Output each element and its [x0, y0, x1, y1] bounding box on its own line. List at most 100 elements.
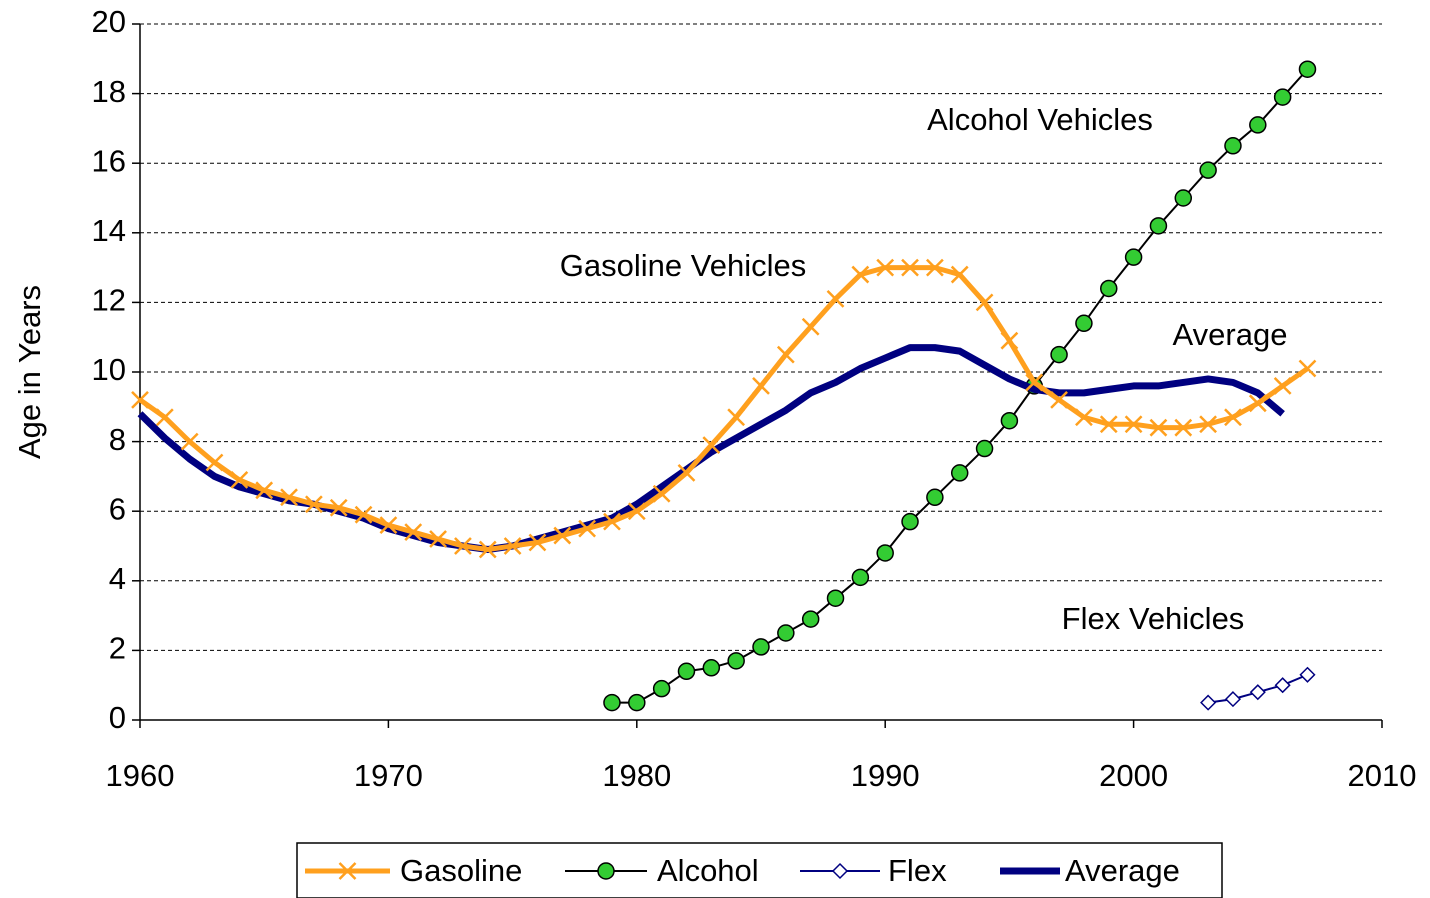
marker	[338, 862, 357, 880]
marker	[1273, 377, 1292, 395]
marker	[1000, 411, 1019, 430]
marker	[155, 408, 174, 427]
legend-label: Alcohol	[657, 853, 759, 888]
marker	[1099, 415, 1118, 434]
marker	[826, 290, 845, 308]
legend-label: Average	[1065, 853, 1180, 888]
y-tick-label: 18	[92, 74, 126, 109]
marker	[752, 638, 770, 656]
marker	[702, 436, 721, 454]
y-tick-label: 14	[92, 213, 126, 248]
y-tick-label: 2	[109, 631, 126, 666]
marker	[652, 679, 671, 698]
marker	[1050, 390, 1068, 409]
y-tick-label: 12	[92, 283, 126, 318]
marker	[926, 488, 944, 507]
marker	[354, 505, 373, 524]
marker	[831, 862, 849, 880]
marker	[702, 659, 721, 677]
marker	[752, 377, 770, 395]
marker	[329, 498, 348, 517]
marker	[1200, 694, 1217, 711]
marker	[1298, 359, 1317, 378]
marker	[677, 662, 696, 681]
y-tick-label: 8	[109, 422, 126, 457]
marker	[1174, 189, 1193, 207]
marker	[528, 533, 547, 552]
marker	[1199, 415, 1218, 434]
marker	[826, 589, 845, 607]
marker	[1273, 88, 1292, 106]
marker	[777, 624, 795, 642]
marker	[628, 693, 646, 712]
marker	[901, 258, 919, 277]
marker	[1224, 408, 1242, 427]
marker	[851, 265, 870, 284]
marker	[131, 390, 149, 409]
marker	[1199, 161, 1217, 179]
y-tick-label: 16	[92, 143, 126, 178]
marker	[304, 495, 323, 514]
marker	[503, 537, 522, 555]
marker	[1298, 60, 1317, 78]
marker	[950, 464, 969, 482]
marker	[1224, 137, 1242, 155]
marker	[1299, 666, 1316, 683]
marker	[901, 512, 919, 531]
marker	[205, 453, 224, 472]
marker	[727, 652, 745, 670]
marker	[230, 470, 249, 489]
marker	[975, 439, 994, 458]
marker	[1124, 248, 1143, 266]
x-tick-label: 1970	[354, 758, 423, 793]
marker	[597, 862, 615, 880]
marker	[876, 258, 895, 277]
x-tick-label: 2010	[1348, 758, 1417, 793]
marker	[255, 481, 274, 500]
marker	[801, 317, 820, 336]
legend-box	[296, 842, 1223, 898]
marker	[776, 345, 795, 364]
marker	[1149, 418, 1168, 437]
marker	[925, 258, 944, 277]
y-tick-label: 20	[92, 4, 126, 39]
marker	[1149, 217, 1168, 235]
legend-label: Gasoline	[400, 853, 522, 888]
marker	[950, 265, 969, 284]
marker	[627, 502, 646, 521]
series-line	[138, 265, 1309, 552]
annotation: Alcohol Vehicles	[927, 102, 1153, 137]
marker	[975, 293, 994, 312]
marker	[603, 693, 621, 712]
y-tick-label: 10	[92, 352, 126, 387]
legend-label: Flex	[888, 853, 947, 888]
marker	[379, 516, 398, 535]
y-tick-label: 4	[109, 561, 126, 596]
y-tick-label: 6	[109, 491, 126, 526]
marker	[1000, 331, 1019, 350]
marker	[876, 544, 894, 562]
marker	[280, 488, 298, 507]
marker	[1075, 408, 1093, 427]
y-axis-label: Age in Years	[12, 285, 47, 459]
annotation: Gasoline Vehicles	[560, 248, 806, 283]
marker	[1124, 415, 1143, 434]
annotation: Average	[1173, 317, 1288, 352]
marker	[1224, 691, 1242, 708]
x-tick-label: 1990	[851, 758, 920, 793]
marker	[1248, 394, 1267, 413]
marker	[404, 523, 423, 541]
marker	[1249, 116, 1267, 134]
marker	[1100, 279, 1118, 298]
marker	[1174, 418, 1193, 437]
marker	[677, 464, 696, 482]
x-tick-label: 1980	[602, 758, 671, 793]
marker	[578, 519, 597, 538]
marker	[801, 610, 820, 628]
marker	[1050, 345, 1068, 364]
marker	[1274, 677, 1291, 694]
annotation: Flex Vehicles	[1062, 601, 1245, 636]
marker	[851, 568, 870, 587]
